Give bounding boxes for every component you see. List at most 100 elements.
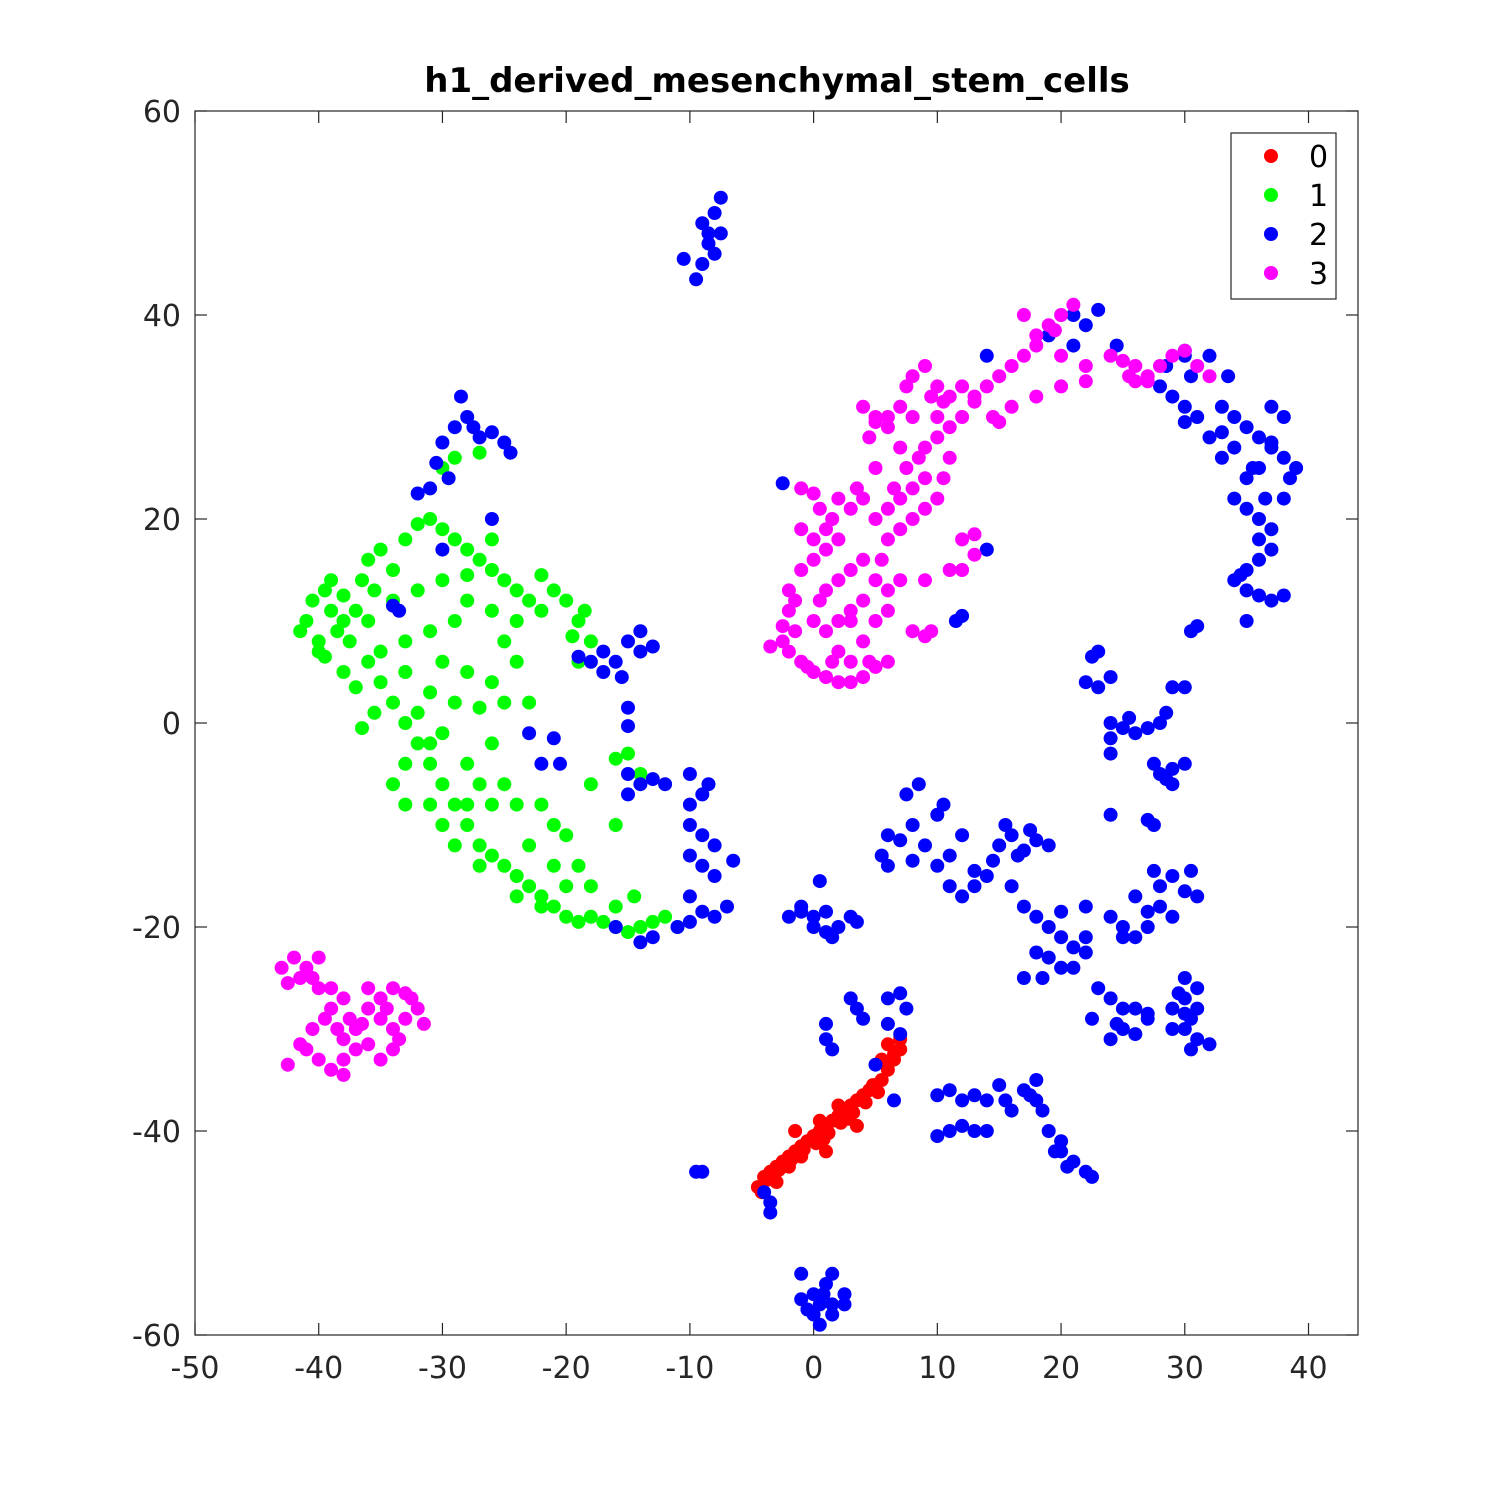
data-point (435, 522, 450, 537)
data-point (1029, 338, 1044, 353)
data-point (899, 379, 914, 394)
data-point (392, 1032, 407, 1047)
data-point (484, 512, 499, 526)
data-point (1202, 1037, 1217, 1052)
data-point (410, 1001, 425, 1016)
data-point (695, 1164, 710, 1179)
data-point (880, 420, 895, 435)
data-point (1276, 410, 1291, 424)
data-point (856, 491, 871, 506)
data-point (472, 700, 487, 715)
x-axis-tick-labels: -50 -40 -30 -20 -10 0 10 20 30 40 (171, 1351, 1328, 1386)
data-point (1103, 348, 1118, 363)
data-point (1165, 761, 1180, 776)
data-point (825, 1266, 840, 1281)
data-point (571, 614, 586, 628)
data-point (781, 583, 796, 598)
data-point (621, 787, 635, 802)
data-point (682, 767, 697, 781)
data-point (1128, 930, 1143, 945)
data-point (701, 236, 716, 251)
data-point (596, 644, 611, 659)
data-point (1128, 1027, 1143, 1042)
legend-marker (1264, 266, 1278, 280)
data-point (911, 777, 926, 792)
data-point (534, 568, 549, 583)
data-point (1239, 420, 1254, 435)
data-point (1103, 909, 1118, 924)
data-point (1004, 879, 1019, 894)
data-point (967, 547, 982, 562)
data-point (967, 1124, 982, 1138)
data-point (472, 858, 487, 873)
data-point (1004, 1103, 1019, 1118)
data-point (423, 685, 438, 700)
data-point (484, 603, 499, 618)
data-point (614, 670, 629, 685)
data-point (880, 828, 895, 843)
data-point (880, 532, 895, 547)
data-point (955, 532, 970, 547)
data-point (880, 654, 895, 669)
legend-marker (1264, 227, 1278, 241)
data-point (924, 624, 939, 639)
data-point (794, 563, 809, 577)
data-point (707, 909, 722, 924)
data-point (1091, 981, 1106, 996)
data-point (658, 777, 673, 792)
data-point (534, 603, 549, 618)
y-tick-label: 60 (143, 95, 181, 130)
y-axis-tick-labels: -60 -40 -20 0 20 40 60 (132, 95, 181, 1354)
data-point (324, 981, 339, 996)
data-point (967, 863, 982, 878)
data-point (689, 272, 704, 287)
data-point (621, 719, 635, 734)
data-point (819, 1016, 833, 1031)
data-point (1165, 869, 1180, 883)
data-point (816, 1287, 831, 1302)
data-point (571, 858, 586, 873)
data-point (936, 394, 951, 409)
data-point (948, 614, 963, 628)
data-point (454, 389, 468, 404)
data-point (1190, 889, 1205, 904)
data-point (373, 1052, 388, 1067)
data-point (893, 440, 908, 455)
data-point (967, 1088, 982, 1103)
data-point (336, 1032, 351, 1047)
data-point (930, 1129, 945, 1144)
data-point (713, 226, 728, 241)
x-tick-label: -20 (542, 1351, 591, 1386)
data-point (1146, 756, 1161, 771)
data-point (1128, 726, 1143, 741)
data-point (967, 394, 982, 409)
data-point (763, 639, 778, 654)
data-point (1264, 435, 1279, 450)
data-point (1227, 491, 1242, 506)
data-point (781, 1159, 796, 1174)
data-point (1115, 353, 1130, 368)
data-point (819, 522, 833, 537)
data-point (781, 909, 796, 924)
data-point (361, 614, 376, 628)
data-point (336, 588, 351, 603)
data-point (484, 675, 499, 690)
data-point (955, 379, 970, 394)
legend-marker (1264, 188, 1278, 202)
data-point (546, 818, 561, 832)
y-tick-label: -60 (132, 1319, 181, 1354)
data-point (1146, 818, 1161, 832)
data-point (484, 848, 499, 863)
data-point (819, 1144, 833, 1159)
data-point (1177, 399, 1192, 414)
data-point (355, 573, 369, 588)
data-point (1091, 302, 1106, 317)
data-point (856, 634, 871, 649)
data-point (887, 1093, 901, 1108)
data-point (645, 639, 660, 654)
data-point (825, 1307, 840, 1322)
data-point (713, 190, 728, 205)
data-point (942, 848, 957, 863)
data-point (1103, 731, 1118, 746)
data-point (893, 399, 908, 414)
